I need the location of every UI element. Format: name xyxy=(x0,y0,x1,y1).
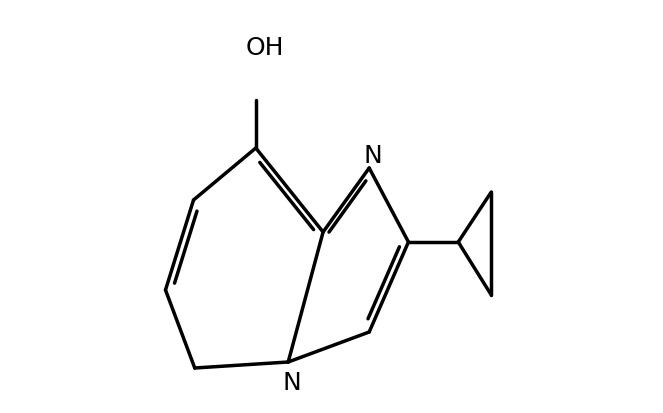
Text: N: N xyxy=(363,144,382,168)
Text: OH: OH xyxy=(246,36,284,60)
Text: N: N xyxy=(283,371,302,396)
